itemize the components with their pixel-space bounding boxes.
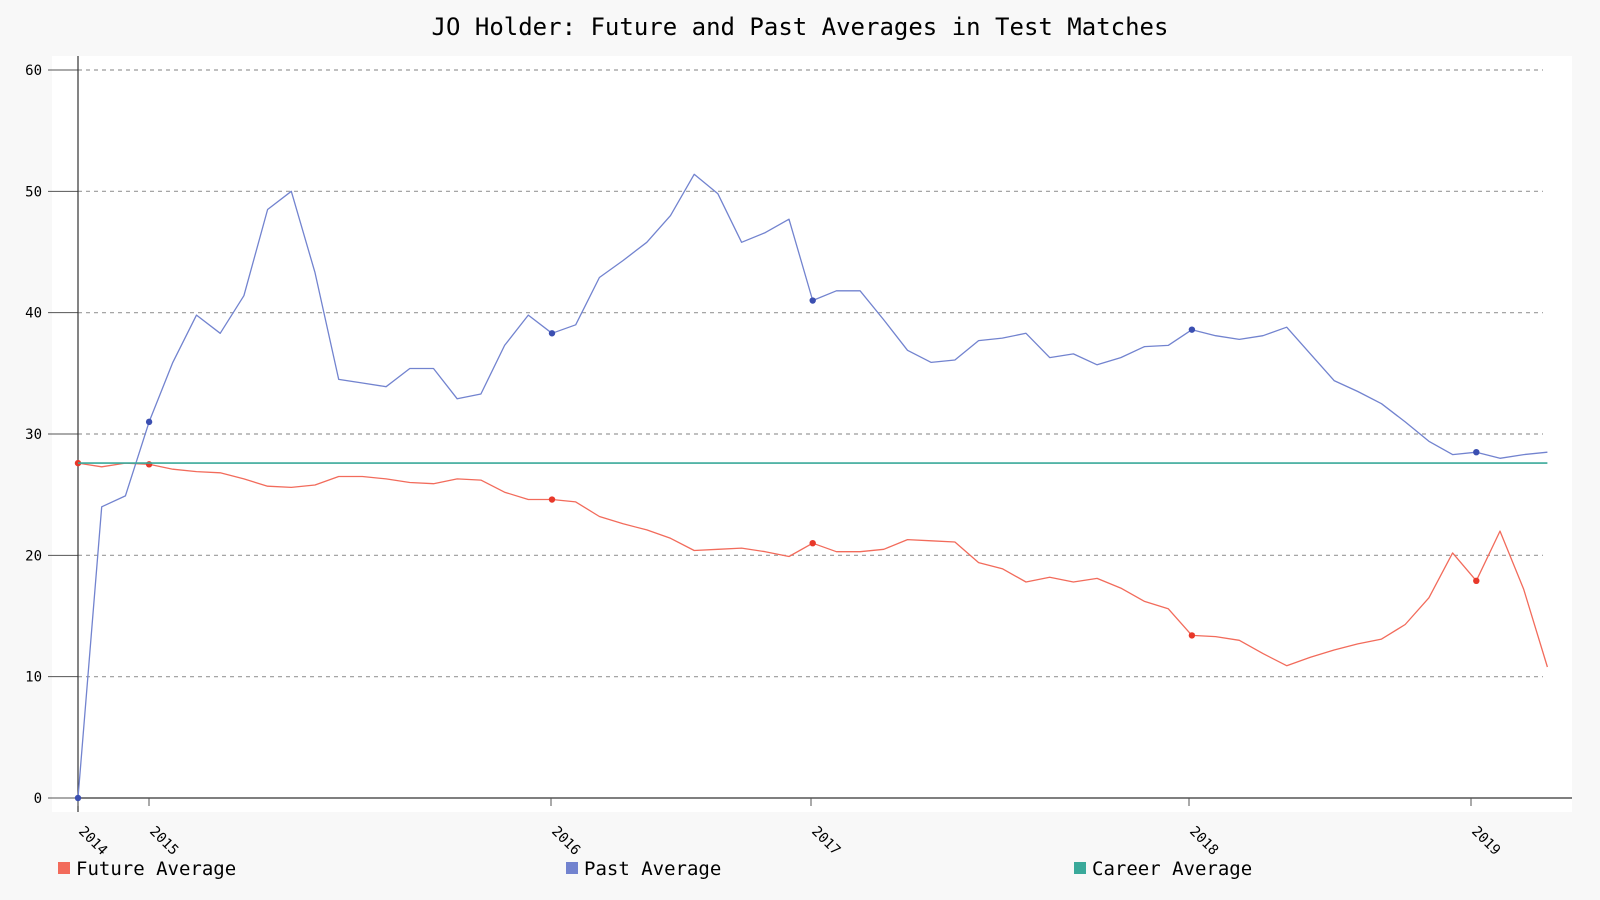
legend-label[interactable]: Future Average xyxy=(76,858,236,880)
x-tick-label: 2016 xyxy=(548,824,583,859)
y-tick-label: 40 xyxy=(25,306,42,322)
data-point-past-average[interactable] xyxy=(809,297,816,304)
data-point-past-average[interactable] xyxy=(1188,326,1196,333)
legend: Future Average Past Average Career Average xyxy=(58,858,1252,880)
x-tick-label: 2018 xyxy=(1186,824,1221,859)
x-tick-label: 2014 xyxy=(75,824,110,859)
y-tick-label: 50 xyxy=(25,184,42,200)
legend-label[interactable]: Career Average xyxy=(1092,858,1252,880)
data-point-past-average[interactable] xyxy=(145,418,153,426)
y-tick-label: 10 xyxy=(25,670,42,686)
legend-label[interactable]: Past Average xyxy=(584,858,721,880)
series-layer xyxy=(74,173,1549,802)
chart-title: JO Holder: Future and Past Averages in T… xyxy=(432,13,1169,41)
x-tick-label: 2019 xyxy=(1468,824,1503,859)
axis-layer: 0 10 20 30 40 50 60 2014 2015 2016 2017 2018 2019 xyxy=(25,56,1572,859)
legend-swatch xyxy=(58,862,70,874)
legend-swatch xyxy=(1074,862,1086,874)
legend-swatch xyxy=(566,862,578,874)
y-tick-label: 20 xyxy=(25,548,42,564)
data-point-past-average[interactable] xyxy=(1473,449,1480,456)
data-point-future-average[interactable] xyxy=(1188,632,1196,639)
data-point-future-average[interactable] xyxy=(145,461,153,468)
data-point-future-average[interactable] xyxy=(548,496,556,503)
data-point-future-average[interactable] xyxy=(809,540,816,547)
y-tick-label: 0 xyxy=(34,791,42,807)
y-tick-label: 60 xyxy=(25,63,42,79)
data-point-past-average[interactable] xyxy=(548,330,556,337)
y-tick-label: 30 xyxy=(25,427,42,443)
x-tick-label: 2017 xyxy=(808,824,843,859)
x-tick-label: 2015 xyxy=(146,824,181,859)
data-point-future-average[interactable] xyxy=(1473,577,1480,585)
data-point-past-average[interactable] xyxy=(74,794,82,802)
